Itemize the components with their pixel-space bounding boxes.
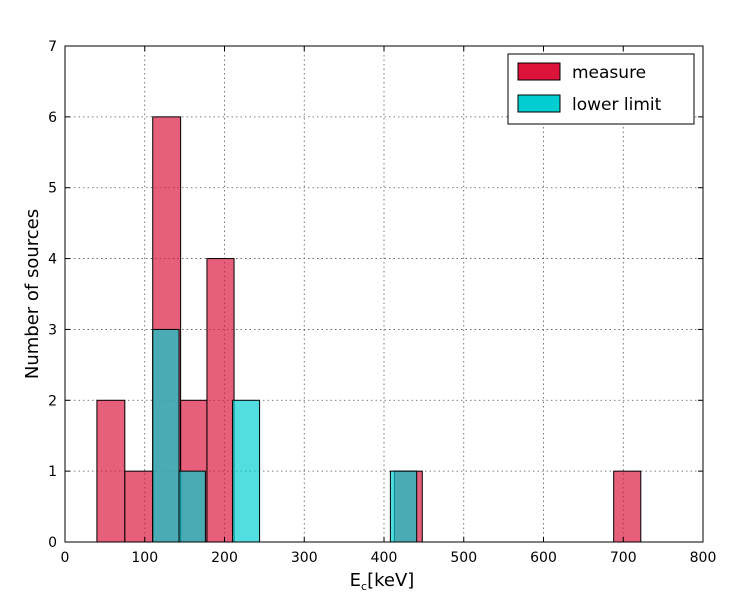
x-axis-label-main: E — [350, 570, 361, 591]
y-tick-label: 5 — [48, 181, 57, 197]
y-tick-label: 0 — [48, 535, 57, 551]
x-tick-label: 700 — [610, 550, 637, 566]
y-tick-label: 6 — [48, 110, 57, 126]
lower-limit-bar — [389, 470, 418, 543]
y-axis-label: Number of sources — [22, 209, 43, 379]
y-tick-label: 4 — [48, 252, 57, 268]
legend-label-measure: measure — [572, 63, 646, 83]
legend: measure lower limit — [507, 53, 695, 125]
axis-ticks: 0 100 200 300 400 500 600 700 800 0 1 2 3 4 5 6 7 — [48, 39, 716, 566]
x-tick-label: 400 — [371, 550, 398, 566]
legend-swatch-lower-limit — [517, 94, 561, 113]
lower-limit-bar — [231, 399, 261, 543]
measure-bar — [96, 399, 126, 543]
lower-limit-bar — [152, 328, 180, 543]
measure-bar — [124, 470, 154, 543]
legend-label-lower-limit: lower limit — [572, 95, 662, 115]
x-axis-label-sub: c — [361, 580, 367, 593]
x-axis-label-unit: [keV] — [367, 570, 414, 591]
x-tick-label: 0 — [61, 550, 70, 566]
x-tick-label: 300 — [291, 550, 318, 566]
y-tick-label: 7 — [48, 39, 57, 55]
x-tick-label: 100 — [131, 550, 158, 566]
x-tick-label: 800 — [690, 550, 717, 566]
x-tick-label: 200 — [211, 550, 238, 566]
x-tick-label: 500 — [450, 550, 477, 566]
y-tick-label: 2 — [48, 393, 57, 409]
measure-bar — [206, 258, 235, 543]
legend-swatch-measure — [517, 62, 561, 81]
y-tick-label: 3 — [48, 322, 57, 338]
x-axis-label: Ec[keV] — [350, 570, 415, 593]
y-tick-label: 1 — [48, 464, 57, 480]
measure-bar — [613, 470, 642, 543]
lower-limit-bar — [178, 470, 206, 543]
x-tick-label: 600 — [530, 550, 557, 566]
